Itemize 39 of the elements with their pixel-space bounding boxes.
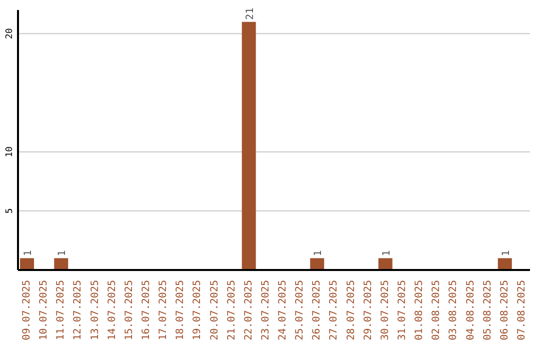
x-tick-label: 22.07.2025 xyxy=(243,280,254,340)
x-tick-label: 02.08.2025 xyxy=(431,280,442,340)
x-tick-label: 04.08.2025 xyxy=(465,280,476,340)
x-tick-label: 17.07.2025 xyxy=(158,280,170,340)
data-label: 1 xyxy=(23,250,34,256)
data-label: 21 xyxy=(244,8,256,20)
x-tick-label: 30.07.2025 xyxy=(380,280,391,340)
y-tick-label: 10 xyxy=(5,146,15,158)
x-tick-label: 27.07.2025 xyxy=(328,280,340,340)
x-tick-label: 16.07.2025 xyxy=(141,280,152,340)
x-tick-label: 12.07.2025 xyxy=(72,280,84,340)
data-label: 1 xyxy=(57,250,68,256)
x-tick-label: 05.08.2025 xyxy=(482,280,494,340)
x-tick-label: 19.07.2025 xyxy=(192,280,204,340)
x-tick-label: 03.08.2025 xyxy=(448,280,460,340)
x-tick-label: 07.08.2025 xyxy=(516,280,528,340)
y-tick-label: 20 xyxy=(5,28,15,40)
x-tick-label: 28.07.2025 xyxy=(346,280,357,340)
x-tick-label: 23.07.2025 xyxy=(260,280,272,340)
data-label: 1 xyxy=(500,250,512,256)
x-tick-label: 31.07.2025 xyxy=(397,280,408,340)
data-label: 1 xyxy=(313,250,324,256)
x-tick-label: 15.07.2025 xyxy=(124,280,135,340)
x-tick-label: 25.07.2025 xyxy=(294,280,306,340)
x-tick-label: 14.07.2025 xyxy=(106,280,118,340)
y-tick-label: 5 xyxy=(5,208,15,214)
x-tick-label: 11.07.2025 xyxy=(56,280,67,340)
x-tick-label: 01.08.2025 xyxy=(414,280,426,340)
x-tick-label: 13.07.2025 xyxy=(90,280,101,340)
x-tick-label: 24.07.2025 xyxy=(278,280,289,340)
x-tick-label: 20.07.2025 xyxy=(209,280,220,340)
x-tick-label: 06.08.2025 xyxy=(499,280,510,340)
x-tick-label: 29.07.2025 xyxy=(362,280,374,340)
x-tick-label: 10.07.2025 xyxy=(38,280,50,340)
x-tick-label: 21.07.2025 xyxy=(226,280,238,340)
x-tick-label: 26.07.2025 xyxy=(312,280,323,340)
x-tick-label: 09.07.2025 xyxy=(22,280,33,340)
data-label: 1 xyxy=(381,250,392,256)
x-tick-label: 18.07.2025 xyxy=(175,280,186,340)
